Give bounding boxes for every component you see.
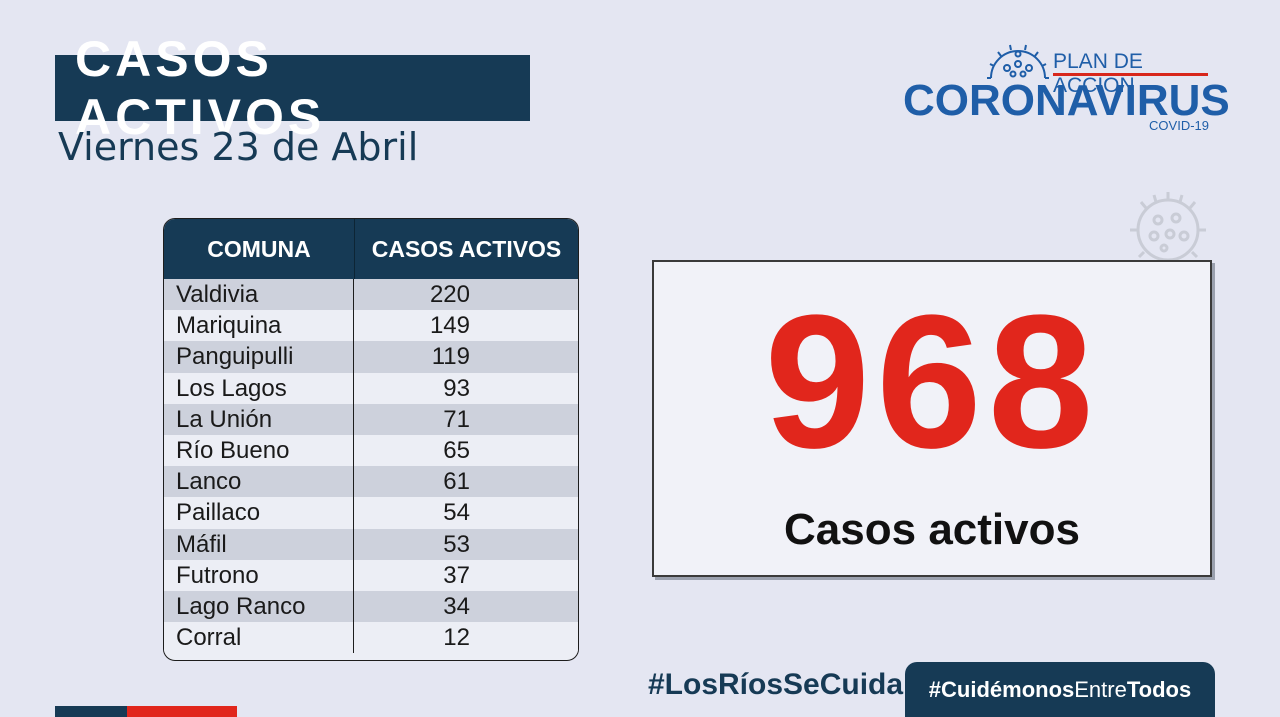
comuna-cell: Lanco bbox=[164, 466, 354, 498]
casos-cell: 149 bbox=[429, 312, 470, 340]
comuna-cell: Río Bueno bbox=[164, 434, 354, 467]
comuna-cell: Corral bbox=[164, 622, 354, 654]
header-casos: CASOS ACTIVOS bbox=[371, 235, 562, 262]
total-cases-box: 968 Casos activos bbox=[652, 260, 1212, 577]
casos-cell: 37 bbox=[443, 561, 470, 589]
comuna-cell: Máfil bbox=[164, 528, 354, 560]
footer-bar-red bbox=[127, 706, 237, 717]
table-row: Río Bueno 65 bbox=[164, 434, 578, 467]
table-row: Lago Ranco 34 bbox=[164, 590, 578, 623]
logo-sub: COVID-19 bbox=[1149, 118, 1209, 133]
casos-cell: 65 bbox=[443, 436, 470, 464]
total-cases-number: 968 bbox=[764, 276, 1100, 488]
comuna-cell: Valdivia bbox=[164, 279, 354, 311]
comuna-cell: Los Lagos bbox=[164, 372, 354, 404]
table-header: COMUNA CASOS ACTIVOS bbox=[164, 219, 578, 279]
virus-icon bbox=[987, 44, 1049, 79]
page-title: CASOS ACTIVOS bbox=[75, 31, 326, 145]
casos-cell: 34 bbox=[443, 592, 470, 620]
comuna-cell: Paillaco bbox=[164, 497, 354, 529]
table-row: Futrono 37 bbox=[164, 559, 578, 591]
comuna-cell: Lago Ranco bbox=[164, 590, 354, 623]
table-row: Paillaco 54 bbox=[164, 497, 578, 529]
casos-cell: 12 bbox=[443, 624, 470, 652]
footer-color-bar bbox=[55, 706, 237, 717]
casos-cell: 53 bbox=[443, 530, 470, 558]
comuna-cell: Panguipulli bbox=[164, 341, 354, 373]
cases-table: COMUNA CASOS ACTIVOS Valdivia 220 Mariqui… bbox=[163, 218, 579, 661]
logo-name: CORONAVIRUS bbox=[903, 76, 1230, 125]
table-row: Los Lagos 93 bbox=[164, 372, 578, 404]
date-subtitle: Viernes 23 de Abril bbox=[58, 125, 419, 169]
logo-red-line bbox=[1053, 73, 1208, 76]
table-row: Máfil 53 bbox=[164, 528, 578, 560]
table-body: Valdivia 220 Mariquina 149 Panguipulli 119 … bbox=[164, 279, 578, 654]
hashtag-los-rios: #LosRíosSeCuida bbox=[648, 668, 904, 701]
table-row: Valdivia 220 bbox=[164, 279, 578, 311]
title-banner: CASOS ACTIVOS bbox=[55, 31, 530, 145]
total-cases-label: Casos activos bbox=[784, 505, 1080, 554]
casos-cell: 71 bbox=[443, 405, 470, 433]
table-row: Corral 12 bbox=[164, 622, 578, 654]
header-comuna: COMUNA bbox=[164, 219, 355, 279]
hashtag-cuidemonos: #Cuidémonos Entre Todos bbox=[905, 662, 1215, 717]
logo-plan-text: PLAN DE ACCIÓN bbox=[1053, 50, 1143, 97]
casos-cell: 54 bbox=[443, 499, 470, 527]
virus-icon bbox=[1130, 192, 1206, 262]
footer-bar-blue bbox=[55, 706, 127, 717]
comuna-cell: Futrono bbox=[164, 559, 354, 591]
casos-cell: 220 bbox=[429, 281, 470, 308]
comuna-cell: Mariquina bbox=[164, 310, 354, 342]
hashtag-part-b: Entre bbox=[1074, 676, 1127, 702]
table-row: La Unión 71 bbox=[164, 403, 578, 435]
casos-cell: 61 bbox=[443, 468, 470, 496]
hashtag-part-c: Todos bbox=[1126, 676, 1192, 702]
casos-cell: 119 bbox=[431, 343, 470, 371]
casos-cell: 93 bbox=[443, 374, 470, 402]
hashtag-part-a: #Cuidémonos bbox=[928, 676, 1075, 702]
coronavirus-logo: PLAN DE ACCIÓN CORONAVIRUS COVID-19 bbox=[895, 38, 1230, 138]
table-row: Mariquina 149 bbox=[164, 310, 578, 342]
comuna-cell: La Unión bbox=[164, 403, 354, 435]
table-row: Panguipulli 119 bbox=[164, 341, 578, 373]
table-row: Lanco 61 bbox=[164, 466, 578, 498]
